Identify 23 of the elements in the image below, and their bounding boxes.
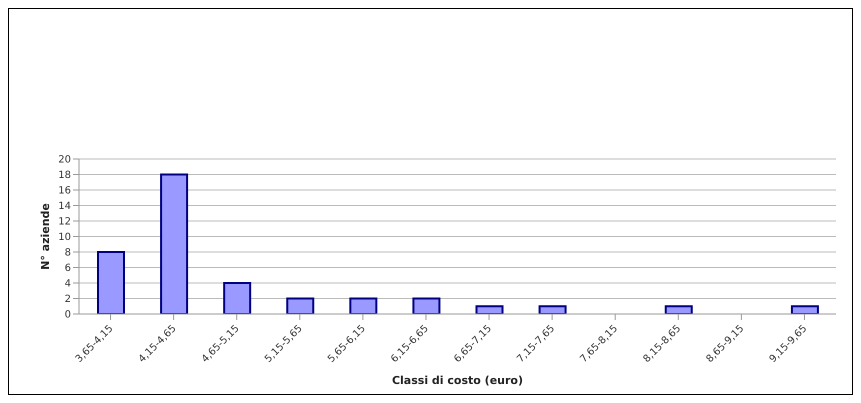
x-axis-title: Classi di costo (euro): [392, 374, 524, 387]
y-axis-title: N° aziende: [38, 203, 52, 270]
bar: [349, 298, 378, 314]
y-tick-label: 18: [58, 170, 71, 182]
bar: [223, 282, 252, 314]
y-tick-label: 16: [58, 186, 71, 197]
bar: [790, 305, 819, 314]
bar: [160, 174, 188, 314]
y-tick-label: 12: [58, 216, 71, 228]
y-tick-label: 6: [64, 263, 71, 274]
y-tick-label: 2: [64, 294, 71, 306]
y-tick-label: 8: [64, 248, 71, 259]
y-tick-label: 4: [64, 278, 71, 290]
bar: [538, 305, 567, 314]
bar: [664, 305, 693, 314]
y-tick-label: 20: [58, 154, 71, 166]
y-tick-label: 14: [58, 201, 71, 212]
y-tick-label: 10: [58, 232, 71, 244]
bar: [286, 298, 314, 314]
bar: [412, 298, 440, 314]
bar: [476, 305, 504, 314]
y-tick-label: 0: [64, 310, 71, 321]
bar: [97, 251, 125, 314]
